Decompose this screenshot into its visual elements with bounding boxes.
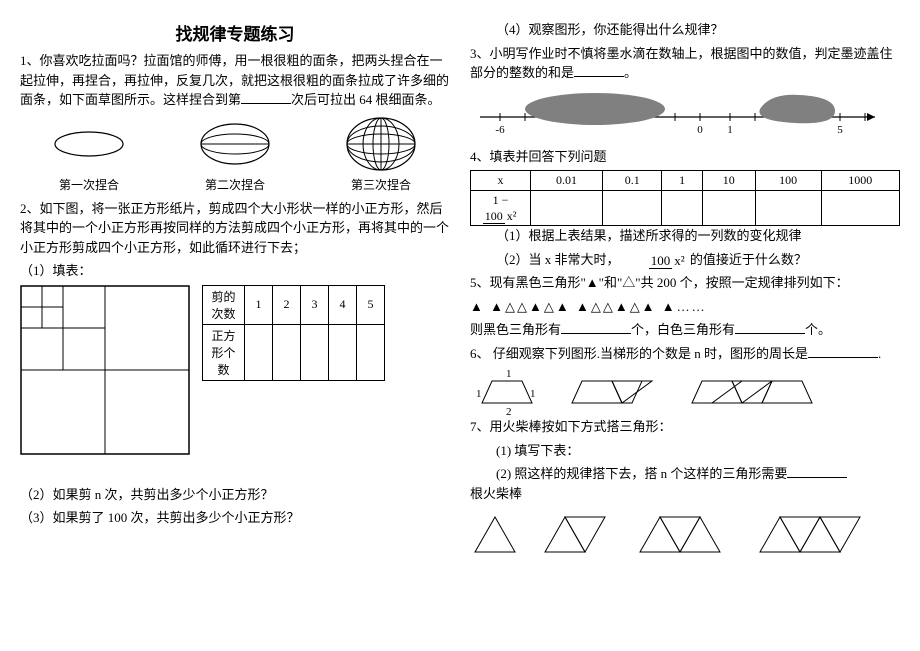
q2-c5: 5 xyxy=(357,285,385,324)
q2-intro: 2、如下图，将一张正方形纸片，剪成四个大小形状一样的小正方形，然后将其中的一个小… xyxy=(20,199,450,258)
q4-x1: 0.01 xyxy=(531,171,603,191)
q5-b3: 个。 xyxy=(805,322,831,337)
q2-body: 剪的次数 1 2 3 4 5 正方形个数 xyxy=(20,285,450,455)
q2-c3: 3 xyxy=(301,285,329,324)
q6-text: 6、 仔细观察下列图形.当梯形的个数是 n 时，图形的周长是. xyxy=(470,344,900,364)
q1-part-b: 次后可拉出 64 根细面条。 xyxy=(291,92,441,107)
q2-p2: （2）如果剪 n 次，共剪出多少个小正方形？ xyxy=(20,485,450,505)
q4-expr-cell: 1 − 100x² xyxy=(471,191,531,226)
q4-p2: （2）当 x 非常大时， 100x² 的值接近于什么数？ xyxy=(470,250,900,270)
q5-b1: 则黑色三角形有 xyxy=(470,322,561,337)
svg-text:1: 1 xyxy=(476,388,482,400)
q4-v2 xyxy=(603,191,662,226)
page-title: 找规律专题练习 xyxy=(20,20,450,45)
q4-p2b: 的值接近于什么数？ xyxy=(690,252,807,267)
q4-v4 xyxy=(702,191,755,226)
q7-blank xyxy=(787,464,847,478)
q5-blank2 xyxy=(735,320,805,334)
q4-x4: 10 xyxy=(702,171,755,191)
q5-blank1 xyxy=(561,320,631,334)
q7-p2a: (2) 照这样的规律搭下去，搭 n 个这样的三角形需要 xyxy=(496,466,787,481)
q2-e4 xyxy=(329,324,357,380)
svg-text:-6: -6 xyxy=(495,124,505,136)
q1-fig-1 xyxy=(49,124,129,164)
q4-expr-a: 1 − xyxy=(493,193,509,207)
q3-blank xyxy=(574,63,624,77)
q6-blank xyxy=(808,344,878,358)
q4-v1 xyxy=(531,191,603,226)
q6-period: . xyxy=(878,346,881,361)
q7-intro: 7、用火柴棒按如下方式搭三角形： xyxy=(470,417,900,437)
q5-pattern: ▲ ▲△△▲△▲ ▲△△▲△▲ ▲…… xyxy=(470,297,900,317)
q4-x-label: x xyxy=(471,171,531,191)
q4-p1: （1）根据上表结果，描述所求得的一列数的变化规律 xyxy=(470,226,900,246)
q1-fig-2 xyxy=(195,119,275,169)
q4-v5 xyxy=(755,191,821,226)
q2-e1 xyxy=(245,324,273,380)
q4-x5: 100 xyxy=(755,171,821,191)
q3-text: 3、小明写作业时不慎将墨水滴在数轴上，根据图中的数值，判定墨迹盖住部分的整数的和… xyxy=(470,44,900,83)
q4-p2-top: 100 xyxy=(649,253,673,269)
svg-text:1: 1 xyxy=(506,368,512,380)
q7-p2b: 根火柴棒 xyxy=(470,486,522,501)
q1-label-2: 第二次捏合 xyxy=(205,176,265,193)
q2-table: 剪的次数 1 2 3 4 5 正方形个数 xyxy=(202,285,385,381)
q3-period: 。 xyxy=(624,65,637,80)
q4-expr-frac: 100x² xyxy=(483,210,519,222)
q6-trapezoids: 1 1 1 2 xyxy=(470,367,890,417)
q6-body: 6、 仔细观察下列图形.当梯形的个数是 n 时，图形的周长是 xyxy=(470,346,808,361)
q3-number-line: -6 0 1 5 xyxy=(470,87,890,147)
q4-p2-frac: 100x² xyxy=(623,254,687,267)
q1-figures xyxy=(20,114,450,174)
q5-text-a: 5、现有黑色三角形"▲"和"△"共 200 个，按照一定规律排列如下： xyxy=(470,273,900,293)
q2-p1: （1）填表： xyxy=(20,261,450,281)
q2-square-figure xyxy=(20,285,190,455)
svg-text:1: 1 xyxy=(530,388,536,400)
right-column: （4）观察图形，你还能得出什么规律？ 3、小明写作业时不慎将墨水滴在数轴上，根据… xyxy=(470,20,900,631)
q1-label-3: 第三次捏合 xyxy=(351,176,411,193)
q5-b2: 个，白色三角形有 xyxy=(631,322,735,337)
q4-p2-bot: x² xyxy=(672,253,686,268)
q1-blank xyxy=(241,90,291,104)
q2-p4: （4）观察图形，你还能得出什么规律？ xyxy=(470,20,900,40)
q7-p2: (2) 照这样的规律搭下去，搭 n 个这样的三角形需要 根火柴棒 xyxy=(470,464,900,503)
left-column: 找规律专题练习 1、你喜欢吃拉面吗？拉面馆的师傅，用一根很粗的面条，把两头捏合在… xyxy=(20,20,450,631)
q3-body: 3、小明写作业时不慎将墨水滴在数轴上，根据图中的数值，判定墨迹盖住部分的整数的和… xyxy=(470,46,893,81)
q4-x3: 1 xyxy=(662,171,702,191)
svg-text:1: 1 xyxy=(727,124,733,136)
q2-th2: 正方形个数 xyxy=(203,324,245,380)
q1-text: 1、你喜欢吃拉面吗？拉面馆的师傅，用一根很粗的面条，把两头捏合在一起拉伸，再捏合… xyxy=(20,51,450,110)
q5-text-b: 则黑色三角形有 个，白色三角形有 个。 xyxy=(470,320,900,340)
q4-table: x 0.01 0.1 1 10 100 1000 1 − 100x² xyxy=(470,170,900,226)
svg-text:5: 5 xyxy=(837,124,843,136)
q2-c1: 1 xyxy=(245,285,273,324)
q4-expr-top: 100 xyxy=(483,209,505,224)
q2-e5 xyxy=(357,324,385,380)
q2-e2 xyxy=(273,324,301,380)
q4-x6: 1000 xyxy=(821,171,900,191)
q4-p2a: （2）当 x 非常大时， xyxy=(496,252,620,267)
q4-v6 xyxy=(821,191,900,226)
q7-p1: (1) 填写下表： xyxy=(470,441,900,461)
q4-x2: 0.1 xyxy=(603,171,662,191)
q7-triangles xyxy=(470,507,890,557)
q2-p3: （3）如果剪了 100 次，共剪出多少个小正方形？ xyxy=(20,508,450,528)
q1-fig-3 xyxy=(341,114,421,174)
q1-labels: 第一次捏合 第二次捏合 第三次捏合 xyxy=(20,176,450,193)
q4-v3 xyxy=(662,191,702,226)
q4-intro: 4、填表并回答下列问题 xyxy=(470,147,900,167)
svg-text:2: 2 xyxy=(506,406,512,417)
q2-e3 xyxy=(301,324,329,380)
q2-c4: 4 xyxy=(329,285,357,324)
q4-expr-bot: x² xyxy=(505,209,519,223)
q1-label-1: 第一次捏合 xyxy=(59,176,119,193)
svg-text:0: 0 xyxy=(697,124,703,136)
q2-th1: 剪的次数 xyxy=(203,285,245,324)
q2-c2: 2 xyxy=(273,285,301,324)
